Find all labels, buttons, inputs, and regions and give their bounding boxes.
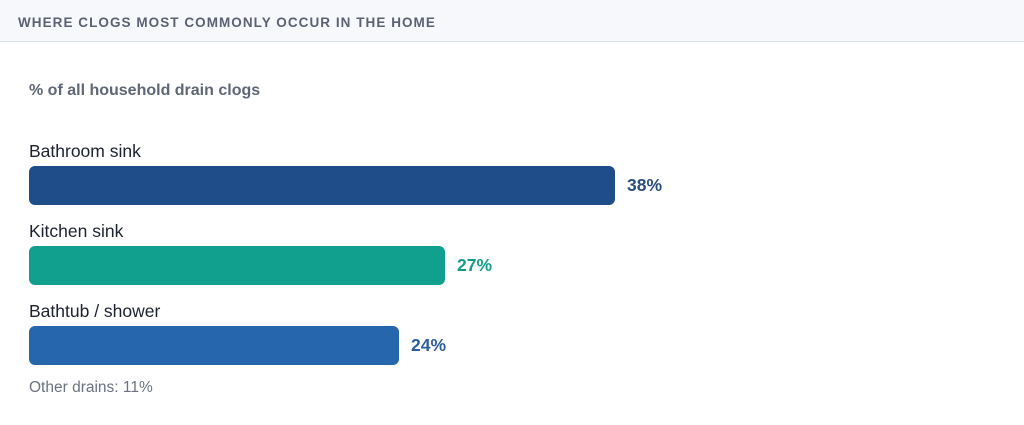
bar-bathroom-sink [29,166,615,205]
chart-header: WHERE CLOGS MOST COMMONLY OCCUR IN THE H… [0,0,1024,42]
bar-row-bathtub-shower: Bathtub / shower 24% [29,301,989,381]
bar-row-kitchen-sink: Kitchen sink 27% [29,221,989,301]
bar-value: 24% [411,335,447,355]
bar-value: 27% [457,255,493,275]
bar-kitchen-sink [29,246,445,285]
chart-subtitle: % of all household drain clogs [29,82,261,99]
bar-label: Bathroom sink [29,141,141,161]
bar-row-bathroom-sink: Bathroom sink 38% [29,141,989,221]
other-drains-note: Other drains: 11% [29,379,153,396]
bar-value: 38% [627,175,663,195]
bar-label: Bathtub / shower [29,301,161,321]
bar-bathtub-shower [29,326,399,365]
bar-label: Kitchen sink [29,221,124,241]
chart-title: WHERE CLOGS MOST COMMONLY OCCUR IN THE H… [18,15,436,30]
